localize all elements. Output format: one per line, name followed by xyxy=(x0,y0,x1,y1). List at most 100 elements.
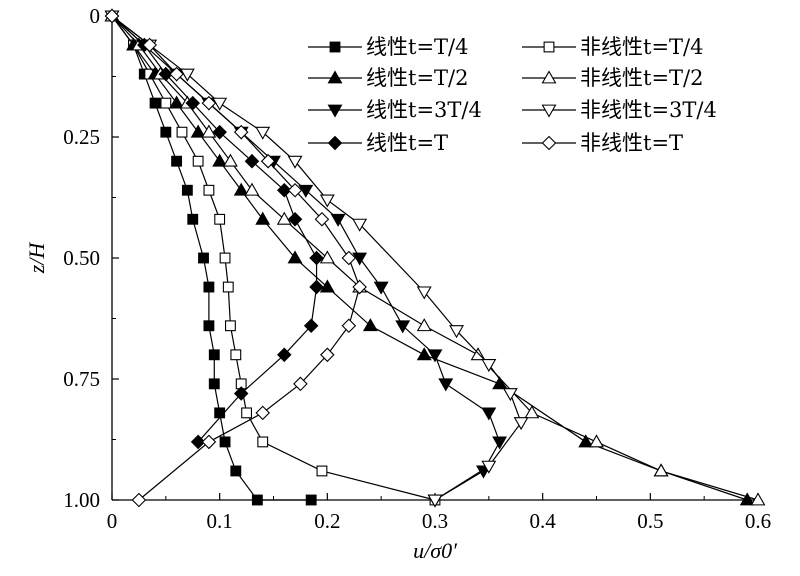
data-point xyxy=(214,407,226,419)
y-tick-label: 0.50 xyxy=(63,246,100,270)
data-point xyxy=(233,386,249,401)
data-point xyxy=(222,281,234,293)
data-point xyxy=(149,97,161,109)
x-tick-label: 0.2 xyxy=(314,509,340,533)
data-point xyxy=(230,349,242,361)
series-line xyxy=(111,15,748,501)
series-1 xyxy=(106,10,317,506)
y-tick-label: 0.75 xyxy=(63,367,100,391)
y-tick-label: 1.00 xyxy=(63,488,100,512)
data-point xyxy=(481,460,497,474)
data-point xyxy=(320,347,335,363)
data-point xyxy=(104,8,120,24)
x-tick-label: 0.5 xyxy=(637,509,663,533)
data-point xyxy=(190,124,206,138)
data-point xyxy=(305,494,317,506)
data-point xyxy=(481,407,497,421)
data-point xyxy=(169,66,184,82)
y-tick-label: 0.25 xyxy=(63,125,100,149)
data-point xyxy=(449,325,464,339)
legend-item: 线性t=T xyxy=(308,131,448,155)
series-layer xyxy=(104,8,766,508)
data-point xyxy=(293,376,308,392)
series-7 xyxy=(104,8,324,450)
data-point xyxy=(287,212,303,227)
data-point xyxy=(524,405,540,419)
data-point xyxy=(176,126,188,138)
data-point xyxy=(481,359,497,373)
legend-label: 线性t=T xyxy=(366,131,448,155)
data-point xyxy=(241,407,253,419)
data-point xyxy=(653,463,669,477)
data-point xyxy=(502,388,518,402)
data-point xyxy=(327,104,343,118)
data-point xyxy=(201,124,217,138)
data-point xyxy=(578,434,594,448)
data-point xyxy=(303,318,319,334)
legend-label: 非线性t=T/4 xyxy=(580,35,703,59)
legend-item: 非线性t=T/2 xyxy=(522,66,703,90)
legend-label: 非线性t=T/2 xyxy=(580,66,703,90)
data-point xyxy=(219,436,231,448)
data-point xyxy=(341,250,357,266)
legend-item: 非线性t=3T/4 xyxy=(522,98,717,122)
data-point xyxy=(187,213,199,225)
data-point xyxy=(255,405,271,421)
data-point xyxy=(212,153,228,167)
data-point xyxy=(212,97,228,111)
data-point xyxy=(541,70,557,84)
data-point xyxy=(352,252,368,266)
data-point xyxy=(327,135,343,151)
data-point xyxy=(171,155,183,167)
data-point xyxy=(201,434,217,450)
data-point xyxy=(192,155,204,167)
legend-item: 非线性t=T xyxy=(522,131,683,155)
data-point xyxy=(257,436,269,448)
series-line xyxy=(111,15,318,443)
x-tick-label: 0.1 xyxy=(207,509,233,533)
data-point xyxy=(589,434,604,448)
data-point xyxy=(416,347,432,361)
data-point xyxy=(341,318,357,334)
data-point xyxy=(131,492,147,508)
data-point xyxy=(208,378,220,390)
data-point xyxy=(416,318,432,332)
legend-item: 非线性t=T/4 xyxy=(522,35,703,59)
x-tick-label: 0 xyxy=(107,509,118,533)
data-point xyxy=(244,153,260,169)
data-point xyxy=(352,218,368,232)
legend-label: 线性t=T/2 xyxy=(366,66,468,90)
data-point xyxy=(541,104,557,118)
data-point xyxy=(362,318,378,332)
legend-label: 线性t=3T/4 xyxy=(366,98,482,122)
data-point xyxy=(416,286,432,300)
data-point xyxy=(276,347,292,363)
data-point xyxy=(198,252,209,264)
data-point xyxy=(160,126,172,138)
data-point xyxy=(438,378,454,392)
data-point xyxy=(251,494,263,506)
x-tick-label: 0.4 xyxy=(530,509,557,533)
data-point xyxy=(219,252,231,264)
data-point xyxy=(319,279,335,293)
data-point xyxy=(179,68,195,82)
data-point xyxy=(203,281,215,293)
data-point xyxy=(233,124,249,140)
data-point xyxy=(298,184,314,198)
data-point xyxy=(214,213,226,225)
axes: 0 0.1 0.2 0.3 0.4 0.5 0.6 0 0.25 0.50 0.75 1.00 xyxy=(63,4,771,533)
y-tick-label: 0 xyxy=(90,4,101,28)
data-point xyxy=(230,465,242,477)
data-point xyxy=(203,320,215,332)
legend-label: 线性t=T/4 xyxy=(366,35,468,59)
data-point xyxy=(142,37,157,53)
data-point xyxy=(181,184,193,196)
data-point xyxy=(309,279,324,295)
legend-item: 线性t=T/2 xyxy=(308,66,468,90)
x-tick-label: 0.6 xyxy=(745,509,771,533)
data-point xyxy=(160,97,172,109)
data-point xyxy=(212,124,227,140)
data-point xyxy=(233,182,249,196)
data-point xyxy=(427,494,443,508)
